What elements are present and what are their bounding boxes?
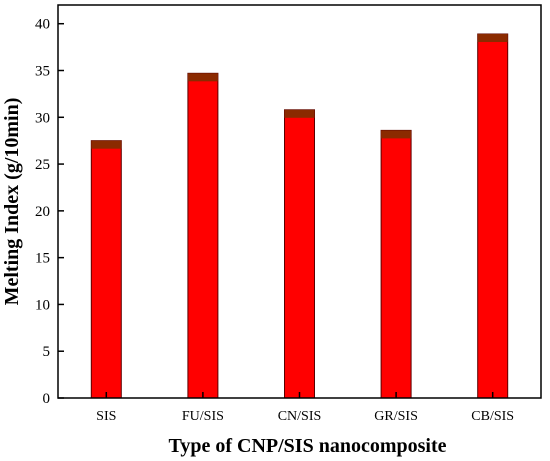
bars-group: [90, 33, 509, 399]
y-tick-label: 25: [35, 157, 50, 173]
y-axis-title: Melting Index (g/10min): [1, 98, 23, 306]
y-tick-label: 40: [35, 17, 50, 33]
bar-cb-sis: [477, 33, 509, 399]
bar-cap: [477, 34, 508, 43]
bar-cap: [91, 140, 122, 149]
bar-cap: [284, 109, 315, 118]
x-tick-label: GR/SIS: [374, 409, 418, 424]
x-axis: SIS FU/SIS CN/SIS GR/SIS CB/SIS: [96, 392, 514, 424]
y-tick-label: 10: [35, 297, 50, 313]
y-tick-label: 0: [43, 391, 51, 407]
x-tick-label: CN/SIS: [278, 409, 322, 424]
x-tick-label: FU/SIS: [182, 409, 224, 424]
y-tick-label: 30: [35, 110, 50, 126]
y-axis: 0 5 10 15 20 25 30 35 40: [35, 17, 64, 407]
y-tick-label: 15: [35, 251, 50, 267]
y-tick-label: 35: [35, 64, 50, 80]
bar-sis: [90, 140, 122, 399]
bar-gr-sis: [380, 129, 412, 399]
y-tick-label: 5: [43, 344, 51, 360]
bar-cap: [187, 73, 218, 82]
bar-cap: [381, 130, 412, 139]
y-tick-label: 20: [35, 204, 50, 220]
x-axis-title: Type of CNP/SIS nanocomposite: [169, 435, 447, 457]
bar-fu-sis: [187, 72, 219, 399]
x-tick-label: CB/SIS: [471, 409, 514, 424]
x-tick-label: SIS: [96, 409, 116, 424]
bar-cn-sis: [284, 109, 315, 399]
